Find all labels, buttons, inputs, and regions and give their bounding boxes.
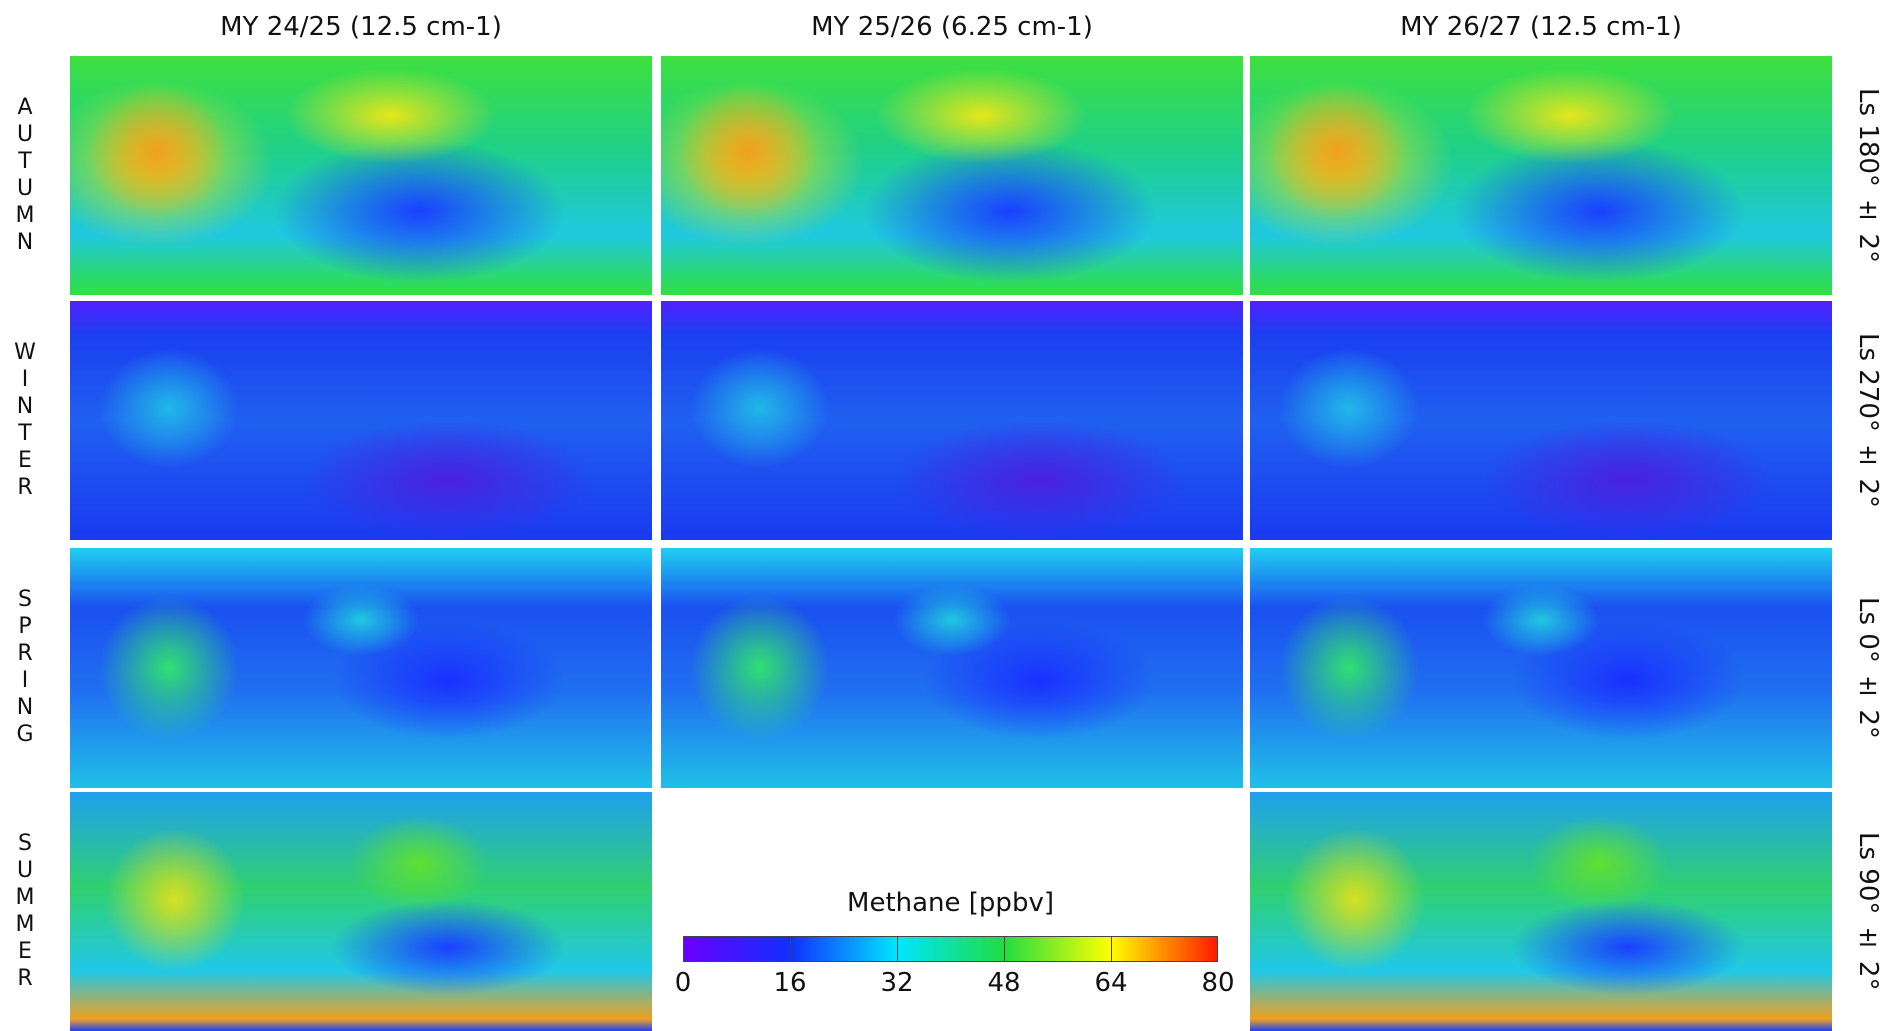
methane-map (70, 792, 652, 1031)
column-title: MY 26/27 (12.5 cm-1) (1250, 12, 1832, 42)
methane-map (661, 301, 1243, 540)
colorbar-tick (1111, 936, 1112, 962)
season-label: AUTUMN (10, 56, 40, 295)
methane-map (70, 548, 652, 788)
methane-map (1250, 548, 1832, 788)
methane-map (70, 56, 652, 295)
colorbar-title: Methane [ppbv] (683, 888, 1218, 918)
colorbar-tick (790, 936, 791, 962)
colorbar-tick-label: 16 (760, 968, 820, 998)
colorbar-tick-label: 80 (1188, 968, 1248, 998)
season-label: SPRING (10, 548, 40, 788)
methane-map (70, 301, 652, 540)
methane-map (1250, 301, 1832, 540)
colorbar-tick-label: 0 (653, 968, 713, 998)
colorbar (683, 936, 1218, 962)
colorbar-tick (897, 936, 898, 962)
ls-label: Ls 90° ± 2° (1846, 792, 1890, 1031)
column-title: MY 25/26 (6.25 cm-1) (661, 12, 1243, 42)
methane-map (661, 548, 1243, 788)
ls-label: Ls 270° ± 2° (1846, 301, 1890, 540)
season-label: SUMMER (10, 792, 40, 1031)
ls-label: Ls 0° ± 2° (1846, 548, 1890, 788)
colorbar-tick (1004, 936, 1005, 962)
methane-map (1250, 56, 1832, 295)
methane-map (661, 56, 1243, 295)
methane-map (1250, 792, 1832, 1031)
season-label: WINTER (10, 301, 40, 540)
colorbar-tick-label: 64 (1081, 968, 1141, 998)
ls-label: Ls 180° ± 2° (1846, 56, 1890, 295)
column-title: MY 24/25 (12.5 cm-1) (70, 12, 652, 42)
colorbar-tick-label: 48 (974, 968, 1034, 998)
colorbar-tick (1217, 936, 1218, 962)
colorbar-tick-label: 32 (867, 968, 927, 998)
page: MY 24/25 (12.5 cm-1) MY 25/26 (6.25 cm-1)… (0, 0, 1894, 1031)
colorbar-tick (683, 936, 684, 962)
